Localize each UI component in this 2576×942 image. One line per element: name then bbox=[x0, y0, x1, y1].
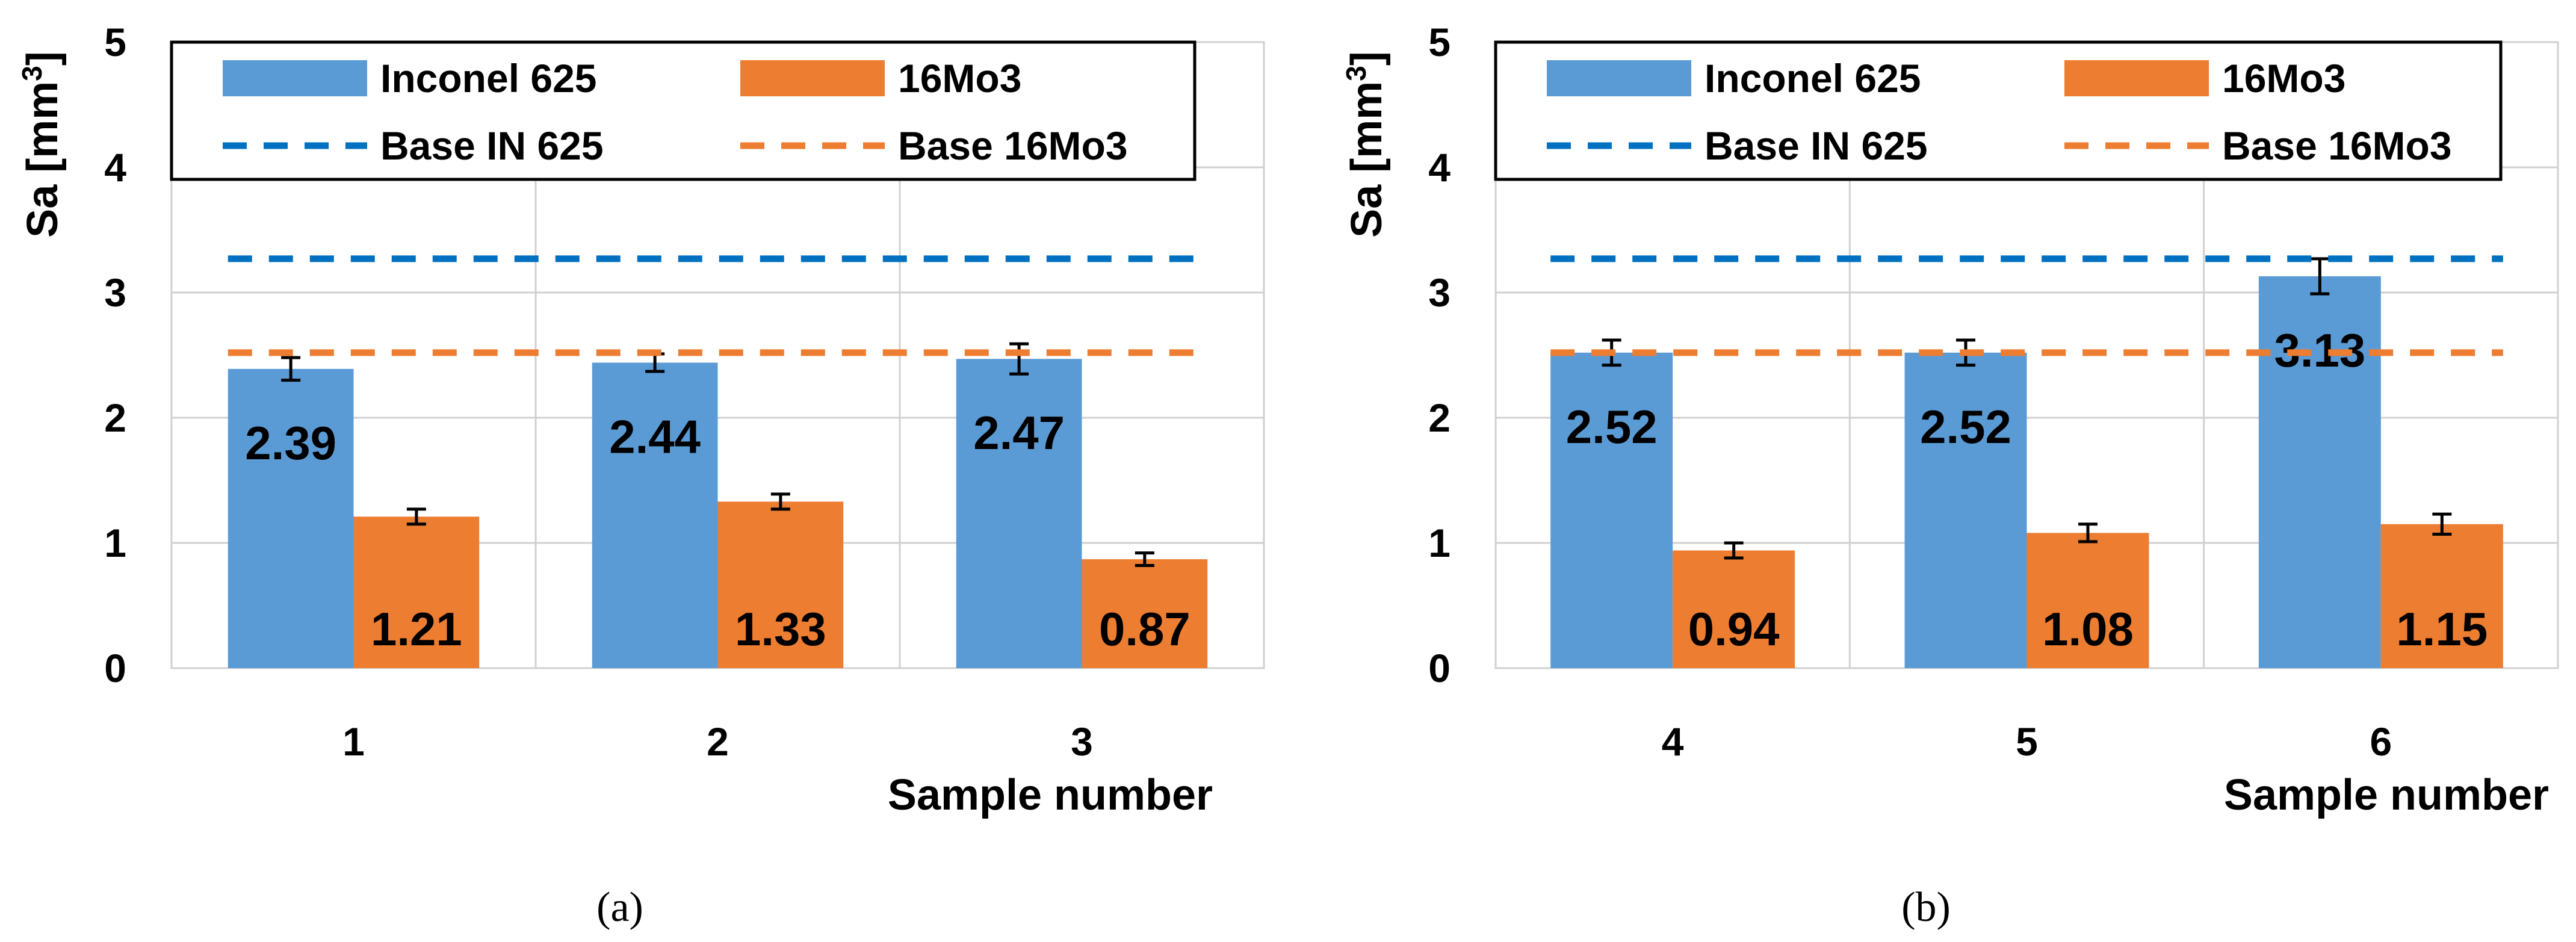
x-tick-label: 1 bbox=[342, 719, 365, 764]
y-tick-label: 5 bbox=[1428, 20, 1451, 64]
bar-inconel-5 bbox=[1904, 352, 2027, 668]
x-tick-label: 3 bbox=[1071, 719, 1093, 764]
panel-caption: (a) bbox=[596, 884, 643, 931]
legend-swatch bbox=[223, 60, 367, 96]
legend-swatch bbox=[740, 60, 885, 96]
panel-caption: (b) bbox=[1901, 884, 1951, 931]
x-tick-label: 6 bbox=[2370, 719, 2392, 764]
bar-inconel-3 bbox=[956, 359, 1082, 668]
y-axis-title: Sa [mm3] bbox=[1340, 51, 1391, 238]
bar-inconel-4 bbox=[1550, 352, 1673, 668]
data-label: 2.52 bbox=[1566, 400, 1658, 453]
legend-label: 16Mo3 bbox=[2222, 56, 2345, 101]
bar-inconel-2 bbox=[592, 362, 718, 668]
y-tick-label: 2 bbox=[1428, 395, 1451, 440]
legend-label: Base IN 625 bbox=[1704, 123, 1928, 168]
x-tick-label: 2 bbox=[707, 719, 729, 764]
data-label: 1.21 bbox=[371, 603, 462, 655]
legend-label: Inconel 625 bbox=[1704, 56, 1921, 101]
legend-label: Inconel 625 bbox=[380, 56, 597, 101]
y-tick-label: 0 bbox=[1428, 646, 1451, 690]
bar-16mo3-4 bbox=[1673, 550, 1795, 668]
y-tick-label: 4 bbox=[104, 145, 126, 190]
y-tick-label: 1 bbox=[1428, 521, 1451, 565]
data-label: 1.33 bbox=[735, 603, 826, 655]
bar-inconel-6 bbox=[2258, 276, 2381, 669]
y-tick-label: 0 bbox=[104, 646, 126, 690]
y-tick-label: 5 bbox=[104, 20, 126, 64]
legend-label: 16Mo3 bbox=[898, 56, 1021, 101]
data-label: 2.39 bbox=[245, 417, 336, 469]
data-label: 2.47 bbox=[973, 406, 1065, 459]
legend-swatch bbox=[1547, 60, 1691, 96]
y-axis-title: Sa [mm3] bbox=[16, 51, 67, 238]
legend-label: Base IN 625 bbox=[380, 123, 604, 168]
bar-16mo3-1 bbox=[353, 516, 480, 668]
data-label: 1.15 bbox=[2396, 603, 2488, 655]
data-label: 0.94 bbox=[1688, 603, 1780, 655]
legend-label: Base 16Mo3 bbox=[2222, 123, 2452, 168]
y-tick-label: 3 bbox=[104, 270, 126, 315]
bar-16mo3-6 bbox=[2380, 524, 2503, 668]
chart-panel-a: 2.39 2.44 2.47 1.21 1.33 0.87 0 1 2 3 4 5 1 2 3 Sample … bbox=[16, 20, 1265, 931]
y-tick-label: 2 bbox=[104, 395, 126, 440]
y-tick-label: 4 bbox=[1428, 145, 1451, 190]
bar-inconel-1 bbox=[228, 368, 354, 668]
y-tick-label: 1 bbox=[104, 521, 126, 565]
legend-swatch bbox=[2064, 60, 2209, 96]
bar-16mo3-5 bbox=[2026, 533, 2149, 668]
x-tick-label: 4 bbox=[1662, 719, 1684, 764]
bar-16mo3-2 bbox=[717, 501, 844, 668]
x-tick-label: 5 bbox=[2016, 719, 2038, 764]
data-label: 0.87 bbox=[1099, 603, 1190, 655]
y-tick-label: 3 bbox=[1428, 270, 1451, 315]
data-label: 2.44 bbox=[609, 410, 701, 463]
data-label: 2.52 bbox=[1920, 400, 2011, 453]
x-axis-title: Sample number bbox=[888, 771, 1213, 819]
legend-label: Base 16Mo3 bbox=[898, 123, 1128, 168]
data-label: 1.08 bbox=[2042, 603, 2134, 655]
bar-16mo3-3 bbox=[1082, 559, 1208, 668]
x-axis-title: Sample number bbox=[2224, 771, 2549, 819]
